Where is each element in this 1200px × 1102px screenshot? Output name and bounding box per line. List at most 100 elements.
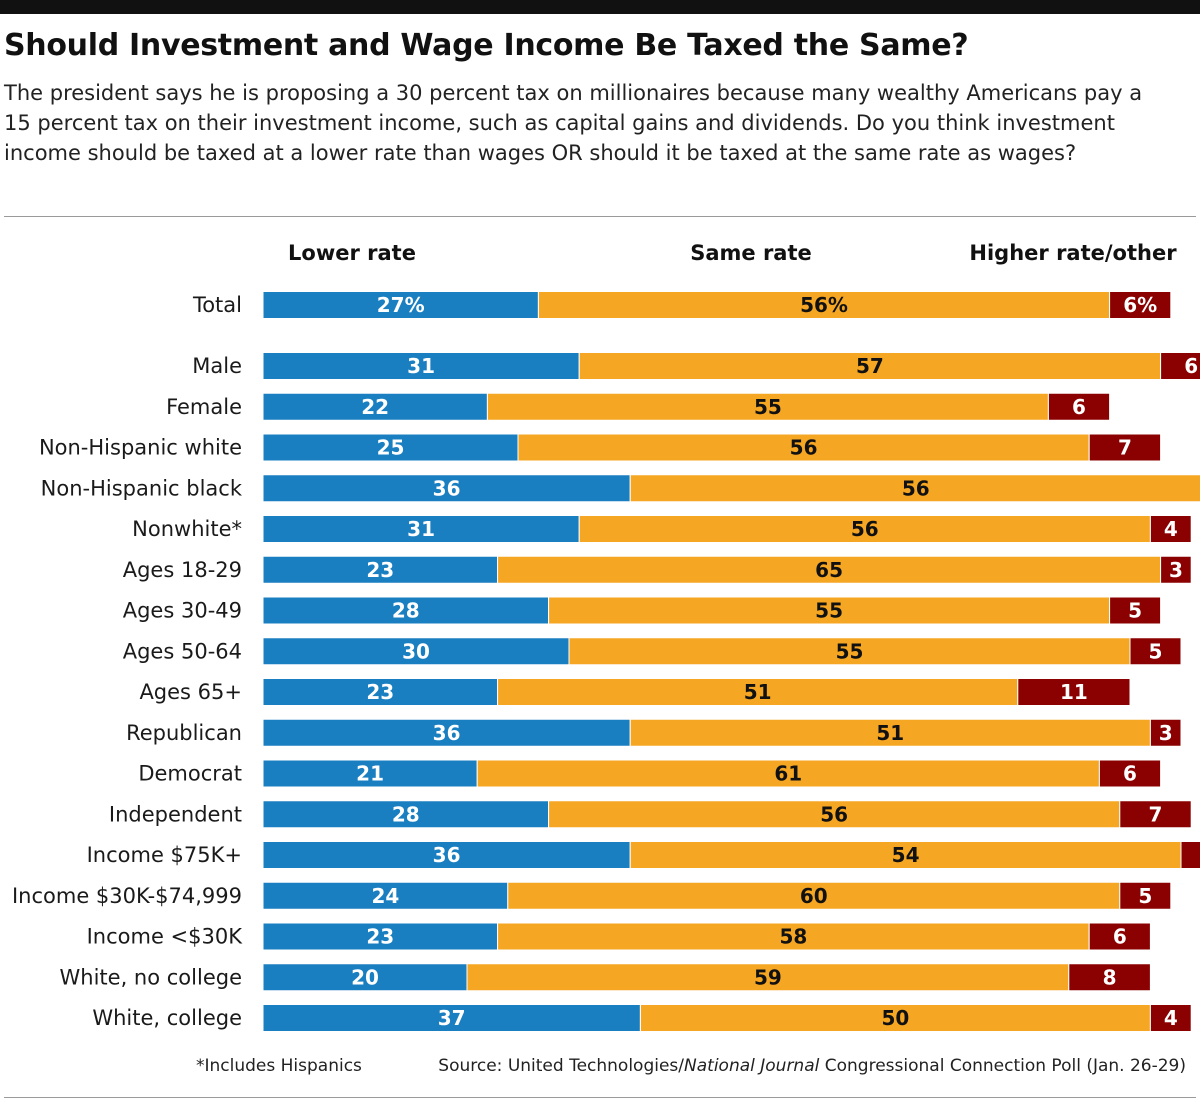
category-label: Non-Hispanic white [39,436,242,460]
bar-segment-lower [262,963,468,992]
bar-segment-higher [1129,637,1182,666]
source-prefix: Source: United Technologies/ [438,1056,685,1076]
category-label: Ages 30-49 [123,599,242,623]
data-label: 56 [820,802,848,826]
data-label: 55 [815,599,843,623]
data-label: 4 [1164,1006,1178,1030]
data-label: 23 [366,558,394,582]
bar-segment-lower [262,1004,641,1032]
data-label: 56% [800,293,848,317]
data-label: 6 [1184,354,1198,378]
bar-segment-higher [1109,596,1162,625]
data-label: 11 [1060,680,1088,704]
bar-segment-higher [1088,922,1151,951]
category-label: Female [166,395,242,419]
bar-segment-higher [1119,800,1192,829]
data-label: 6 [1113,925,1127,949]
data-label: 54 [892,843,920,867]
data-label: 61 [774,762,802,786]
data-label: 31 [407,354,435,378]
bar-segment-higher [1160,352,1200,380]
bar-segment-higher [1149,515,1192,543]
category-label: Income <$30K [87,925,244,949]
data-label: 56 [851,517,879,541]
data-label: 7 [1118,436,1132,460]
bar-segment-higher [1098,759,1162,788]
data-label: 57 [856,354,884,378]
divider [4,216,1196,217]
bar-segment-lower [262,515,580,543]
data-label: 60 [800,884,828,908]
bar-segment-lower [262,881,509,910]
source-publication: National Journal [684,1056,820,1076]
category-label: Independent [109,802,242,826]
data-label: 25 [377,436,405,460]
data-label: 23 [366,680,394,704]
data-label: 51 [744,680,772,704]
data-label: 27% [377,293,425,317]
legend-header-higher-rate: Higher rate/other [969,241,1177,265]
bar-segment-same [629,474,1200,503]
category-label: Income $75K+ [87,843,242,867]
bar-segment-lower [262,596,550,625]
category-label: Republican [126,721,242,745]
bar-segment-higher [1180,841,1200,869]
bar-segment-lower [262,474,631,503]
bar-segment-same [639,1004,1151,1032]
data-label: 36 [433,721,461,745]
data-label: 3 [1159,721,1173,745]
data-label: 24 [371,884,399,908]
bar-segment-higher [1119,881,1172,910]
data-label: 20 [351,965,379,989]
data-label: 58 [779,925,807,949]
bar-segment-same [629,718,1151,747]
bar-segment-lower [262,637,570,666]
bar-segment-same [548,596,1111,625]
data-label: 6 [1072,395,1086,419]
legend-header-same-rate: Same rate [690,241,812,265]
category-label: Non-Hispanic black [41,476,243,500]
bar-segment-higher [1109,291,1172,319]
chart-title: Should Investment and Wage Income Be Tax… [4,28,969,63]
data-label: 22 [361,395,389,419]
data-label: 28 [392,802,420,826]
data-label: 5 [1138,884,1152,908]
data-label: 56 [902,476,930,500]
data-label: 55 [754,395,782,419]
data-label: 51 [876,721,904,745]
data-label: 65 [815,558,843,582]
data-label: 55 [836,639,864,663]
category-label: Income $30K-$74,999 [12,884,242,908]
source-suffix: Congressional Connection Poll (Jan. 26-2… [819,1056,1186,1076]
data-label: 6% [1123,293,1157,317]
bar-segment-higher [1047,392,1111,421]
footnote: *Includes Hispanics [196,1056,362,1076]
data-label: 5 [1128,599,1142,623]
category-label: Ages 65+ [139,680,242,704]
bar-segment-lower [262,678,499,706]
category-label: Total [192,293,242,317]
data-label: 56 [790,436,818,460]
data-label: 30 [402,639,430,663]
source-note: Source: United Technologies/National Jou… [438,1056,1186,1076]
category-label: Ages 18-29 [123,558,242,582]
bottom-rule [4,1097,1196,1098]
bar-segment-lower [262,392,488,421]
data-label: 23 [366,925,394,949]
data-label: 7 [1149,802,1163,826]
bar-segment-lower [262,555,499,584]
data-label: 6 [1123,762,1137,786]
bar-segment-higher [1088,433,1162,462]
category-label: White, no college [60,965,242,989]
bar-segment-higher [1017,678,1131,706]
category-label: Democrat [138,762,242,786]
category-label: Male [192,354,242,378]
data-label: 36 [433,476,461,500]
data-label: 59 [754,965,782,989]
bar-segment-lower [262,841,631,869]
category-label: Nonwhite* [132,517,242,541]
data-label: 5 [1149,639,1163,663]
bar-segment-same [578,515,1151,543]
bar-segment-same [517,433,1090,462]
